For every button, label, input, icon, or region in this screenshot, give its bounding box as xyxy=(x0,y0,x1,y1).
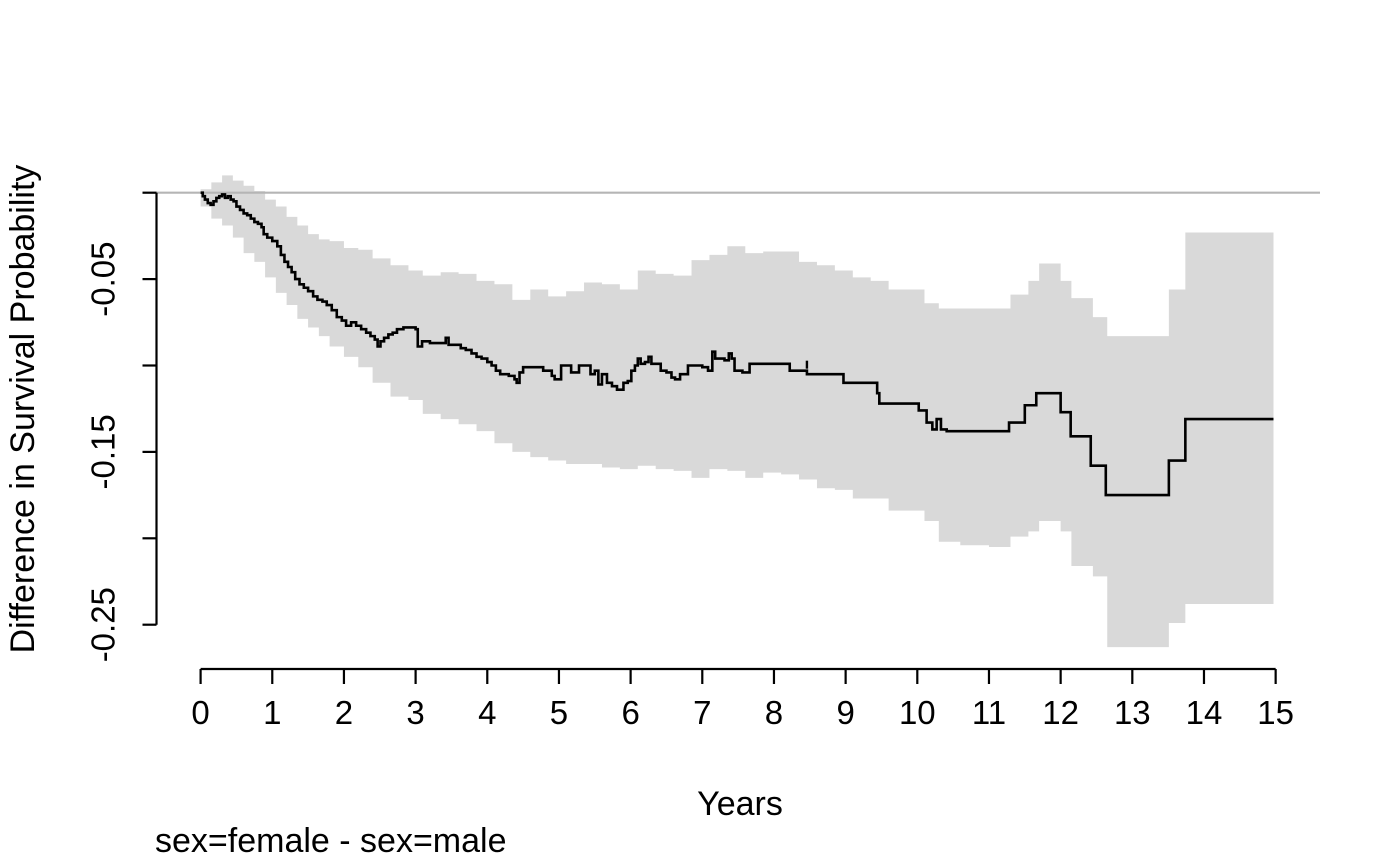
x-tick-label: 5 xyxy=(550,694,568,731)
y-axis-title: Difference in Survival Probability xyxy=(4,164,42,654)
confidence-band xyxy=(200,175,1274,648)
x-tick-label: 14 xyxy=(1186,694,1223,731)
difference-step-curve xyxy=(200,191,1274,497)
x-tick-label: 15 xyxy=(1257,694,1294,731)
x-tick-label: 4 xyxy=(478,694,496,731)
x-tick-label: 9 xyxy=(836,694,854,731)
y-tick-label: -0.15 xyxy=(85,414,122,489)
x-tick-label: 8 xyxy=(765,694,783,731)
x-tick-label: 11 xyxy=(972,694,1006,731)
x-tick-label: 0 xyxy=(191,694,209,731)
x-tick-label: 10 xyxy=(899,694,936,731)
x-tick-label: 2 xyxy=(335,694,353,731)
x-tick-label: 7 xyxy=(693,694,711,731)
x-axis-title: Years xyxy=(697,785,783,823)
y-tick-label: -0.25 xyxy=(85,587,122,662)
x-tick-label: 3 xyxy=(406,694,424,731)
x-tick-label: 12 xyxy=(1042,694,1079,731)
x-tick-label: 1 xyxy=(263,694,281,731)
x-tick-label: 13 xyxy=(1114,694,1151,731)
y-tick-label: -0.05 xyxy=(85,241,122,316)
x-tick-label: 6 xyxy=(621,694,639,731)
contrast-caption: sex=female - sex=male xyxy=(155,822,507,860)
